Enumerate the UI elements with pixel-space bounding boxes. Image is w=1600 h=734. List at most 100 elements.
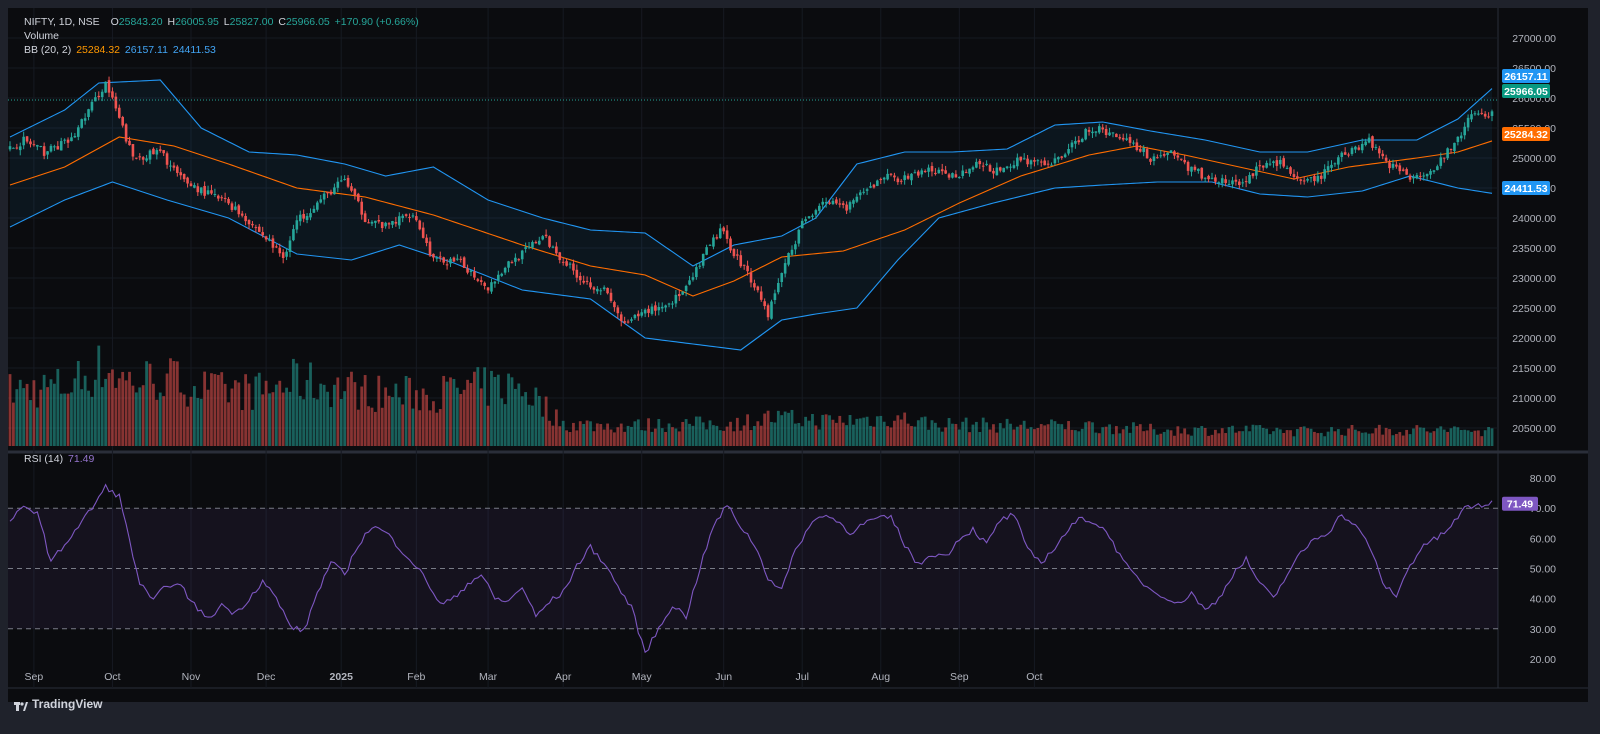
candle-body	[1436, 166, 1439, 171]
candle-body	[476, 279, 480, 281]
price-tick-label: 24000.00	[1512, 213, 1556, 225]
candle-body	[213, 194, 217, 196]
candle-body	[53, 146, 56, 148]
candle-body	[206, 190, 210, 195]
volume-bar	[1210, 434, 1214, 446]
volume-legend[interactable]: Volume	[24, 30, 61, 42]
volume-bar	[1476, 430, 1480, 446]
candle-body	[626, 321, 630, 323]
volume-bar	[568, 432, 572, 446]
volume-bar	[807, 420, 811, 446]
candle-body	[449, 258, 452, 264]
candle-body	[548, 236, 551, 247]
volume-bar	[814, 425, 818, 446]
candle-body	[459, 258, 463, 260]
volume-bar	[1456, 427, 1460, 446]
volume-bar	[817, 429, 821, 446]
volume-bar	[1190, 435, 1193, 446]
candle-body	[1333, 163, 1337, 165]
candle-body	[1360, 143, 1364, 151]
volume-bar	[1374, 428, 1378, 446]
candle-body	[158, 149, 162, 151]
volume-bar	[630, 426, 633, 446]
volume-bar	[1309, 428, 1313, 446]
candle-body	[367, 222, 370, 224]
volume-bar	[681, 421, 685, 446]
volume-bar	[66, 393, 70, 446]
volume-bar	[206, 389, 210, 446]
candle-body	[135, 157, 138, 159]
volume-bar	[1295, 429, 1299, 446]
volume-bar	[1487, 427, 1490, 446]
candle-body	[193, 185, 196, 188]
candle-body	[1282, 158, 1286, 167]
volume-bar	[575, 430, 579, 446]
volume-bar	[25, 383, 29, 446]
volume-bar	[1323, 436, 1327, 446]
rsi-legend[interactable]: RSI (14) 71.49	[24, 453, 96, 465]
time-tick-label: 2025	[330, 671, 354, 683]
time-tick-label: Sep	[25, 671, 44, 683]
candle-body	[688, 280, 691, 285]
candle-body	[483, 282, 486, 286]
volume-bar	[1354, 429, 1357, 446]
volume-bar	[1306, 428, 1310, 446]
candle-body	[1125, 138, 1128, 140]
candle-body	[1422, 175, 1426, 177]
volume-bar	[432, 401, 435, 446]
volume-bar	[551, 425, 555, 446]
volume-bar	[483, 367, 487, 446]
volume-bar	[1347, 428, 1350, 446]
volume-bar	[623, 431, 627, 446]
volume-bar	[770, 421, 773, 446]
candle-body	[25, 136, 29, 142]
candle-body	[90, 101, 94, 111]
volume-bar	[278, 380, 282, 446]
volume-bar	[916, 420, 920, 446]
volume-bar	[848, 414, 852, 446]
volume-bar	[339, 399, 343, 446]
low-value: 25827.00	[229, 16, 274, 28]
candle-body	[753, 283, 756, 288]
volume-bar	[698, 416, 702, 446]
candle-body	[370, 221, 374, 224]
chart-frame[interactable]: 27000.0026500.0026000.0025500.0025000.00…	[8, 8, 1588, 702]
volume-bar	[1080, 428, 1084, 446]
volume-bar	[565, 430, 569, 446]
basis-badge: 25284.32	[1502, 127, 1550, 141]
candle-body	[438, 256, 442, 258]
candle-body	[425, 237, 428, 244]
candle-body	[199, 187, 203, 194]
volume-bar	[158, 392, 162, 446]
candle-body	[1203, 177, 1207, 179]
candle-body	[46, 151, 49, 155]
volume-bar	[52, 383, 56, 446]
candle-body	[657, 307, 661, 311]
volume-bar	[1292, 436, 1296, 446]
candle-body	[858, 192, 862, 196]
volume-bar	[1449, 428, 1453, 446]
candle-body	[1241, 182, 1245, 184]
candle-body	[606, 287, 609, 294]
candle-body	[1275, 160, 1279, 166]
candle-body	[1480, 112, 1484, 114]
volume-bar	[111, 369, 114, 446]
volume-bar	[1408, 434, 1412, 446]
rsi-badge: 71.49	[1502, 496, 1538, 511]
tradingview-logo[interactable]: TradingView	[14, 697, 102, 711]
volume-bar	[29, 400, 32, 446]
volume-bar	[1084, 422, 1088, 446]
bb-legend[interactable]: BB (20, 2) 25284.32 26157.11 24411.53	[24, 44, 218, 56]
candle-body	[247, 219, 251, 225]
candle-body	[869, 186, 872, 188]
candle-body	[1261, 165, 1265, 168]
volume-bar	[128, 371, 131, 446]
candle-body	[1193, 166, 1197, 170]
candle-body	[1429, 171, 1432, 175]
chart-svg[interactable]: 27000.0026500.0026000.0025500.0025000.00…	[8, 8, 1588, 702]
time-tick-label: May	[632, 671, 653, 683]
volume-bar	[1056, 423, 1060, 446]
candle-body	[527, 246, 531, 248]
candle-body	[691, 277, 695, 280]
candle-body	[29, 141, 32, 145]
